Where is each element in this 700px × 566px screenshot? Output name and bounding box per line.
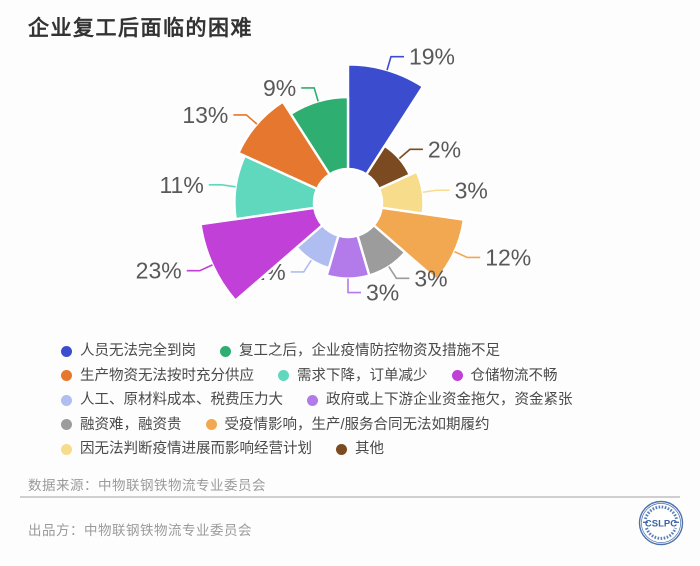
legend-dot-icon — [61, 370, 72, 381]
label-leader-line — [386, 55, 404, 71]
rose-sector[interactable] — [325, 234, 371, 280]
label-leader-line — [347, 278, 361, 294]
legend-dot-icon — [307, 394, 318, 406]
label-leader-line — [301, 87, 319, 102]
legend-row: 融资难，融资贵 受疫情影响，生产/服务合同无法如期履约 — [61, 417, 661, 433]
label-leader-line — [186, 264, 213, 272]
label-leader-line — [290, 259, 312, 273]
label-leader-line — [388, 266, 410, 280]
legend-label: 仓储物流不畅 — [470, 367, 558, 384]
legend-item[interactable]: 仓储物流不畅 — [451, 367, 558, 384]
cslpc-logo: CSLPC — [637, 499, 685, 547]
rose-sector[interactable] — [199, 206, 324, 302]
rose-sector[interactable] — [237, 100, 331, 191]
percent-label: 11% — [159, 172, 203, 198]
legend-item[interactable]: 复工之后，企业疫情防控物资及措施不足 — [220, 343, 500, 359]
percent-label: 19% — [409, 44, 455, 70]
percent-label: 23% — [136, 258, 182, 284]
legend-label: 融资难，融资贵 — [80, 416, 182, 433]
legend-item[interactable]: 其他 — [336, 441, 384, 457]
legend-row: 人员无法完全到岗 复工之后，企业疫情防控物资及措施不足 — [61, 343, 661, 359]
data-source-text: 数据来源：中物联钢铁物流专业委员会 — [28, 478, 266, 493]
label-leader-line — [454, 250, 481, 259]
percent-label: 2% — [428, 136, 461, 162]
rose-chart: 19%2%3%12%3%3%2%23%11%13%9% — [136, 44, 532, 306]
legend-label: 需求下降，订单减少 — [297, 367, 428, 384]
legend-dot-icon — [336, 443, 347, 455]
legend-item[interactable]: 融资难，融资贵 — [61, 417, 182, 433]
divider-line — [20, 496, 680, 498]
legend-item[interactable]: 人员无法完全到岗 — [61, 343, 196, 359]
percent-label: 3% — [414, 265, 447, 291]
legend-label: 复工之后，企业疫情防控物资及措施不足 — [239, 343, 500, 359]
legend-row: 人工、原材料成本、税费压力大 政府或上下游企业资金拖欠，资金紧张 — [61, 392, 661, 408]
producer-text: 出品方：中物联钢铁物流专业委员会 — [28, 523, 252, 538]
percent-label: 3% — [455, 177, 488, 203]
legend-item[interactable]: 人工、原材料成本、税费压力大 — [61, 392, 283, 408]
legend-label: 受疫情影响，生产/服务合同无法如期履约 — [224, 416, 490, 433]
rose-sector[interactable] — [346, 63, 425, 176]
legend-row: 因无法判断疫情进展而影响经营计划 其他 — [61, 441, 661, 457]
legend-label: 其他 — [355, 441, 384, 457]
legend-row: 生产物资无法按时充分供应 需求下降，订单减少 仓储物流不畅 — [61, 368, 661, 384]
legend-label: 生产物资无法按时充分供应 — [80, 367, 254, 384]
legend-dot-icon — [451, 370, 463, 381]
label-leader-line — [208, 184, 236, 188]
legend-label: 人员无法完全到岗 — [80, 343, 196, 359]
legend-item[interactable]: 政府或上下游企业资金拖欠，资金紧张 — [307, 392, 573, 408]
legend-item[interactable]: 生产物资无法按时充分供应 — [61, 368, 254, 384]
logo-text: CSLPC — [645, 519, 677, 530]
rose-sector[interactable] — [372, 206, 466, 281]
legend-label: 因无法判断疫情进展而影响经营计划 — [80, 441, 312, 457]
label-leader-line — [398, 148, 423, 160]
legend-label: 人工、原材料成本、税费压力大 — [80, 392, 283, 408]
legend-item[interactable]: 需求下降，订单减少 — [278, 368, 428, 384]
legend-dot-icon — [61, 443, 72, 455]
legend-item[interactable]: 因无法判断疫情进展而影响经营计划 — [61, 441, 312, 457]
percent-label: 12% — [485, 244, 531, 270]
rose-sector[interactable] — [233, 154, 319, 221]
legend-item[interactable]: 受疫情影响，生产/服务合同无法如期履约 — [205, 416, 490, 433]
cslpc-seal-icon: CSLPC — [638, 500, 684, 546]
legend-dot-icon — [220, 345, 231, 357]
legend-dot-icon — [205, 419, 217, 430]
legend-dot-icon — [61, 394, 72, 406]
rose-sector[interactable] — [289, 95, 350, 176]
legend-label: 政府或上下游企业资金拖欠，资金紧张 — [326, 392, 573, 408]
label-leader-line — [233, 114, 258, 125]
chart-legend: 人员无法完全到岗 复工之后，企业疫情防控物资及措施不足生产物资无法按时充分供应 需求… — [61, 343, 661, 457]
percent-label: 3% — [366, 280, 399, 306]
legend-dot-icon — [61, 345, 72, 357]
chart-title: 企业复工后面临的困难 — [28, 17, 253, 40]
percent-label: 13% — [182, 102, 228, 128]
legend-dot-icon — [61, 419, 72, 430]
legend-dot-icon — [278, 370, 289, 381]
label-leader-line — [422, 189, 450, 194]
percent-label: 9% — [263, 75, 296, 101]
